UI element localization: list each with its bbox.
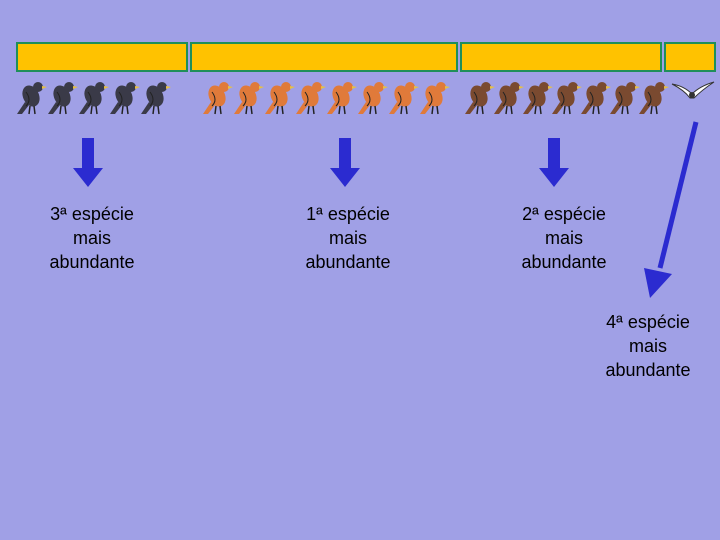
robin-icon [578, 78, 612, 118]
sparrow-icon [45, 78, 79, 118]
species-2-label: 2ª espécie mais abundante [521, 204, 607, 272]
finch-icon [355, 78, 389, 118]
arrow-down-icon [73, 138, 103, 187]
species-4-label: 4ª espécie mais abundante [605, 312, 691, 380]
robin-icon [549, 78, 583, 118]
arrow-down-icon [539, 138, 569, 187]
gull-icon [670, 80, 716, 102]
species-2-segment [460, 42, 662, 72]
arrow-down-icon [330, 138, 360, 187]
finch-icon [262, 78, 296, 118]
species-4-segment [664, 42, 716, 72]
species-3-segment [16, 42, 188, 72]
robin-icon [520, 78, 554, 118]
sparrow-icon [107, 78, 141, 118]
robin-icon [636, 78, 670, 118]
robin-icon [491, 78, 525, 118]
finch-icon [386, 78, 420, 118]
finch-icon [417, 78, 451, 118]
sparrow-icon [14, 78, 48, 118]
diagonal-arrow-icon [644, 121, 699, 298]
species-3-label: 3ª espécie mais abundante [49, 204, 135, 272]
finch-icon [200, 78, 234, 118]
finch-icon [231, 78, 265, 118]
finch-icon [324, 78, 358, 118]
species-1-label: 1ª espécie mais abundante [305, 204, 391, 272]
robin-icon [462, 78, 496, 118]
species-1-segment [190, 42, 458, 72]
robin-icon [607, 78, 641, 118]
sparrow-icon [76, 78, 110, 118]
sparrow-icon [138, 78, 172, 118]
finch-icon [293, 78, 327, 118]
